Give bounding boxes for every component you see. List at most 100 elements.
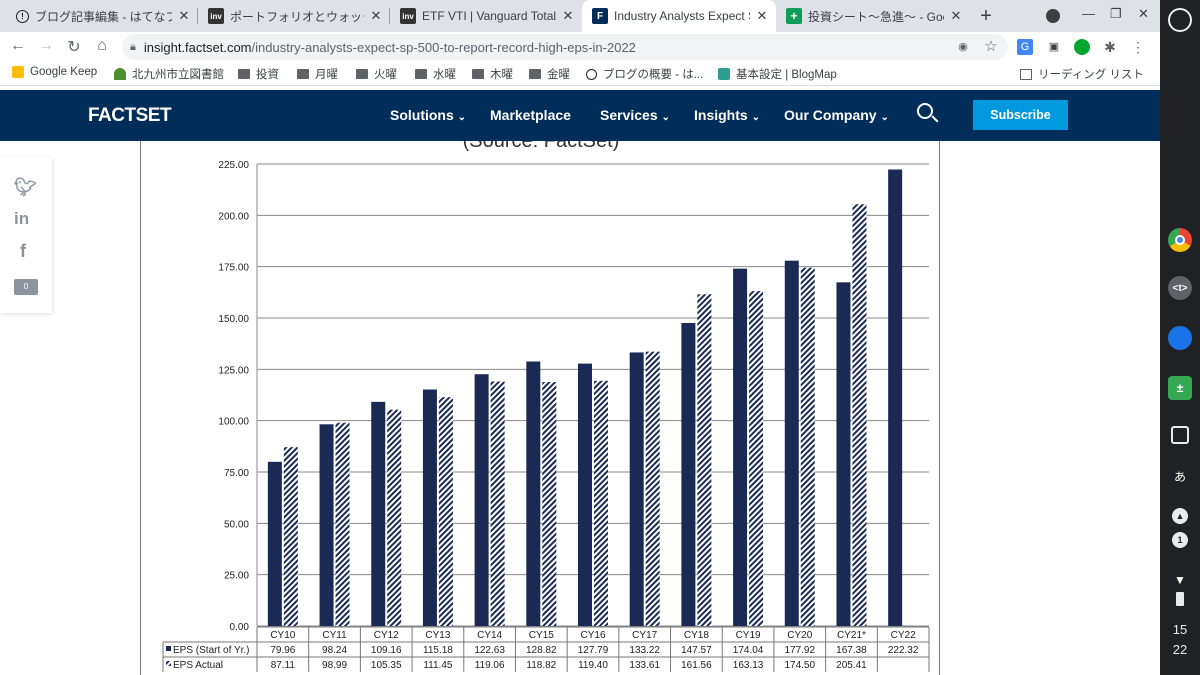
tab-4[interactable]: + 投資シート〜急進〜 - Goo ✕ (776, 0, 970, 32)
clock-hour: 15 (1172, 622, 1188, 637)
bookmark-blogmap[interactable]: 基本設定 | BlogMap (718, 66, 837, 82)
y-tick-label: 175.00 (218, 263, 249, 274)
x-tick-label: CY20 (787, 630, 812, 641)
tab-1[interactable]: inv ポートフォリオとウォッチ ✕ (198, 0, 390, 32)
bar-eps-start (681, 322, 696, 626)
bar-eps-start (888, 169, 903, 626)
nav-solutions[interactable]: Solutions ⌄ (390, 107, 466, 123)
close-icon[interactable]: ✕ (562, 8, 574, 23)
bar-eps-start (526, 361, 541, 626)
close-icon[interactable]: ✕ (178, 8, 190, 23)
data-label: 87.11 (271, 660, 296, 671)
data-label: 167.38 (836, 645, 867, 656)
facebook-icon[interactable]: f (20, 241, 26, 261)
launcher-icon[interactable] (1168, 8, 1192, 32)
data-label: 174.04 (733, 645, 764, 656)
minimize-icon[interactable]: — (1082, 6, 1095, 21)
close-icon[interactable]: ✕ (950, 8, 962, 23)
investing-icon: inv (208, 8, 224, 24)
translate-icon[interactable]: G (1017, 39, 1033, 55)
x-tick-label: CY14 (477, 630, 502, 641)
bookmark-folder[interactable]: 月曜 (297, 66, 338, 82)
data-label: 133.22 (629, 645, 660, 656)
eye-off-icon[interactable]: ◉ (958, 41, 968, 53)
puzzle-icon[interactable]: ✱ (1104, 39, 1116, 55)
url-path: /industry-analysts-expect-sp-500-to-repo… (251, 39, 636, 55)
twitter-icon[interactable]: 🐦︎ (14, 177, 37, 197)
close-icon[interactable]: ✕ (370, 8, 382, 23)
bookmark-label: 水曜 (433, 69, 456, 81)
close-icon[interactable]: ✕ (756, 8, 768, 23)
nav-marketplace[interactable]: Marketplace (490, 107, 571, 123)
close-window-icon[interactable]: ✕ (1138, 6, 1149, 21)
y-tick-label: 25.00 (224, 571, 249, 582)
text-app-icon[interactable]: <t> (1168, 276, 1192, 300)
data-label: 109.16 (371, 645, 402, 656)
notification-icon[interactable]: ▲ (1172, 508, 1188, 524)
tab-2[interactable]: inv ETF VTI | Vanguard Total St ✕ (390, 0, 582, 32)
bar-eps-start (629, 352, 644, 626)
bookmark-blog-summary[interactable]: ブログの概要 - は... (586, 66, 703, 82)
bookmark-google-keep[interactable]: Google Keep (12, 66, 97, 78)
tab-search-icon[interactable] (1046, 9, 1060, 23)
bookmark-folder[interactable]: 水曜 (415, 66, 456, 82)
clipboard-icon[interactable] (1171, 426, 1189, 444)
bar-eps-start (784, 260, 799, 626)
evernote-icon[interactable] (1074, 39, 1090, 55)
home-icon[interactable]: ⌂ (97, 37, 107, 54)
y-tick-label: 75.00 (224, 468, 249, 479)
subscribe-button[interactable]: Subscribe (973, 100, 1068, 130)
legend-key-eps-start (166, 646, 171, 651)
factset-logo[interactable]: FACTSET (88, 105, 172, 126)
star-icon[interactable]: ☆ (984, 38, 998, 55)
linkedin-icon[interactable]: in (14, 209, 30, 228)
restore-icon[interactable]: ❐ (1110, 6, 1122, 21)
bookmark-folder[interactable]: 木曜 (472, 66, 513, 82)
legend-label: EPS Actual (173, 660, 223, 671)
calculator-icon[interactable]: ± (1168, 376, 1192, 400)
tab-3[interactable]: F Industry Analysts Expect S& ✕ (582, 0, 776, 32)
reload-icon[interactable]: ↻ (67, 39, 81, 56)
bookmark-library[interactable]: 北九州市立図書館 (114, 66, 224, 82)
bar-eps-actual (594, 380, 608, 626)
bookmark-folder[interactable]: 投資 (238, 66, 279, 82)
battery-icon[interactable] (1176, 592, 1184, 606)
bookmark-folder[interactable]: 火曜 (356, 66, 397, 82)
bookmark-folder[interactable]: 金曜 (529, 66, 570, 82)
x-tick-label: CY16 (580, 630, 605, 641)
data-label: 133.61 (629, 660, 660, 671)
folder-icon (356, 69, 368, 79)
comment-icon[interactable]: 0 (14, 279, 38, 295)
bar-eps-actual (283, 447, 298, 626)
data-label: 205.41 (836, 660, 867, 671)
folder-icon (472, 69, 484, 79)
nav-label: Insights (694, 107, 748, 123)
data-label: 177.92 (784, 645, 815, 656)
new-tab-button[interactable]: + (980, 5, 992, 27)
folder-icon (529, 69, 541, 79)
bar-eps-actual (490, 381, 505, 626)
y-tick-label: 200.00 (218, 211, 249, 222)
notification-count-icon[interactable]: 1 (1172, 532, 1188, 548)
bookmark-label: 投資 (256, 69, 279, 81)
nav-services[interactable]: Services ⌄ (600, 107, 670, 123)
tab-title: ポートフォリオとウォッチ (230, 9, 364, 24)
wifi-icon[interactable]: ▼ (1174, 573, 1186, 587)
tab-0[interactable]: ! ブログ記事編集 - はてなブ ✕ (6, 0, 198, 32)
hatena-icon (586, 68, 597, 80)
reading-list[interactable]: リーディング リスト (1020, 66, 1144, 82)
eps-chart-svg: (Source: FactSet) 0.00 25.00 50.00 75.00 100.… (162, 141, 930, 672)
tab-title: Industry Analysts Expect S& (614, 9, 750, 23)
nav-our-company[interactable]: Our Company ⌄ (784, 107, 889, 123)
back-icon[interactable]: ← (10, 37, 26, 54)
search-icon[interactable] (917, 103, 933, 119)
extension-icon[interactable]: ▣ (1048, 41, 1060, 53)
ime-icon[interactable]: あ (1173, 469, 1186, 484)
menu-icon[interactable]: ⋮ (1131, 39, 1145, 55)
chrome-icon[interactable] (1168, 228, 1192, 252)
nav-insights[interactable]: Insights ⌄ (694, 107, 760, 123)
files-icon[interactable] (1168, 326, 1192, 350)
data-label: 147.57 (681, 645, 712, 656)
address-bar[interactable]: 🔒︎ insight.factset.com/industry-analysts… (122, 34, 1008, 60)
forward-icon[interactable]: → (38, 37, 54, 54)
